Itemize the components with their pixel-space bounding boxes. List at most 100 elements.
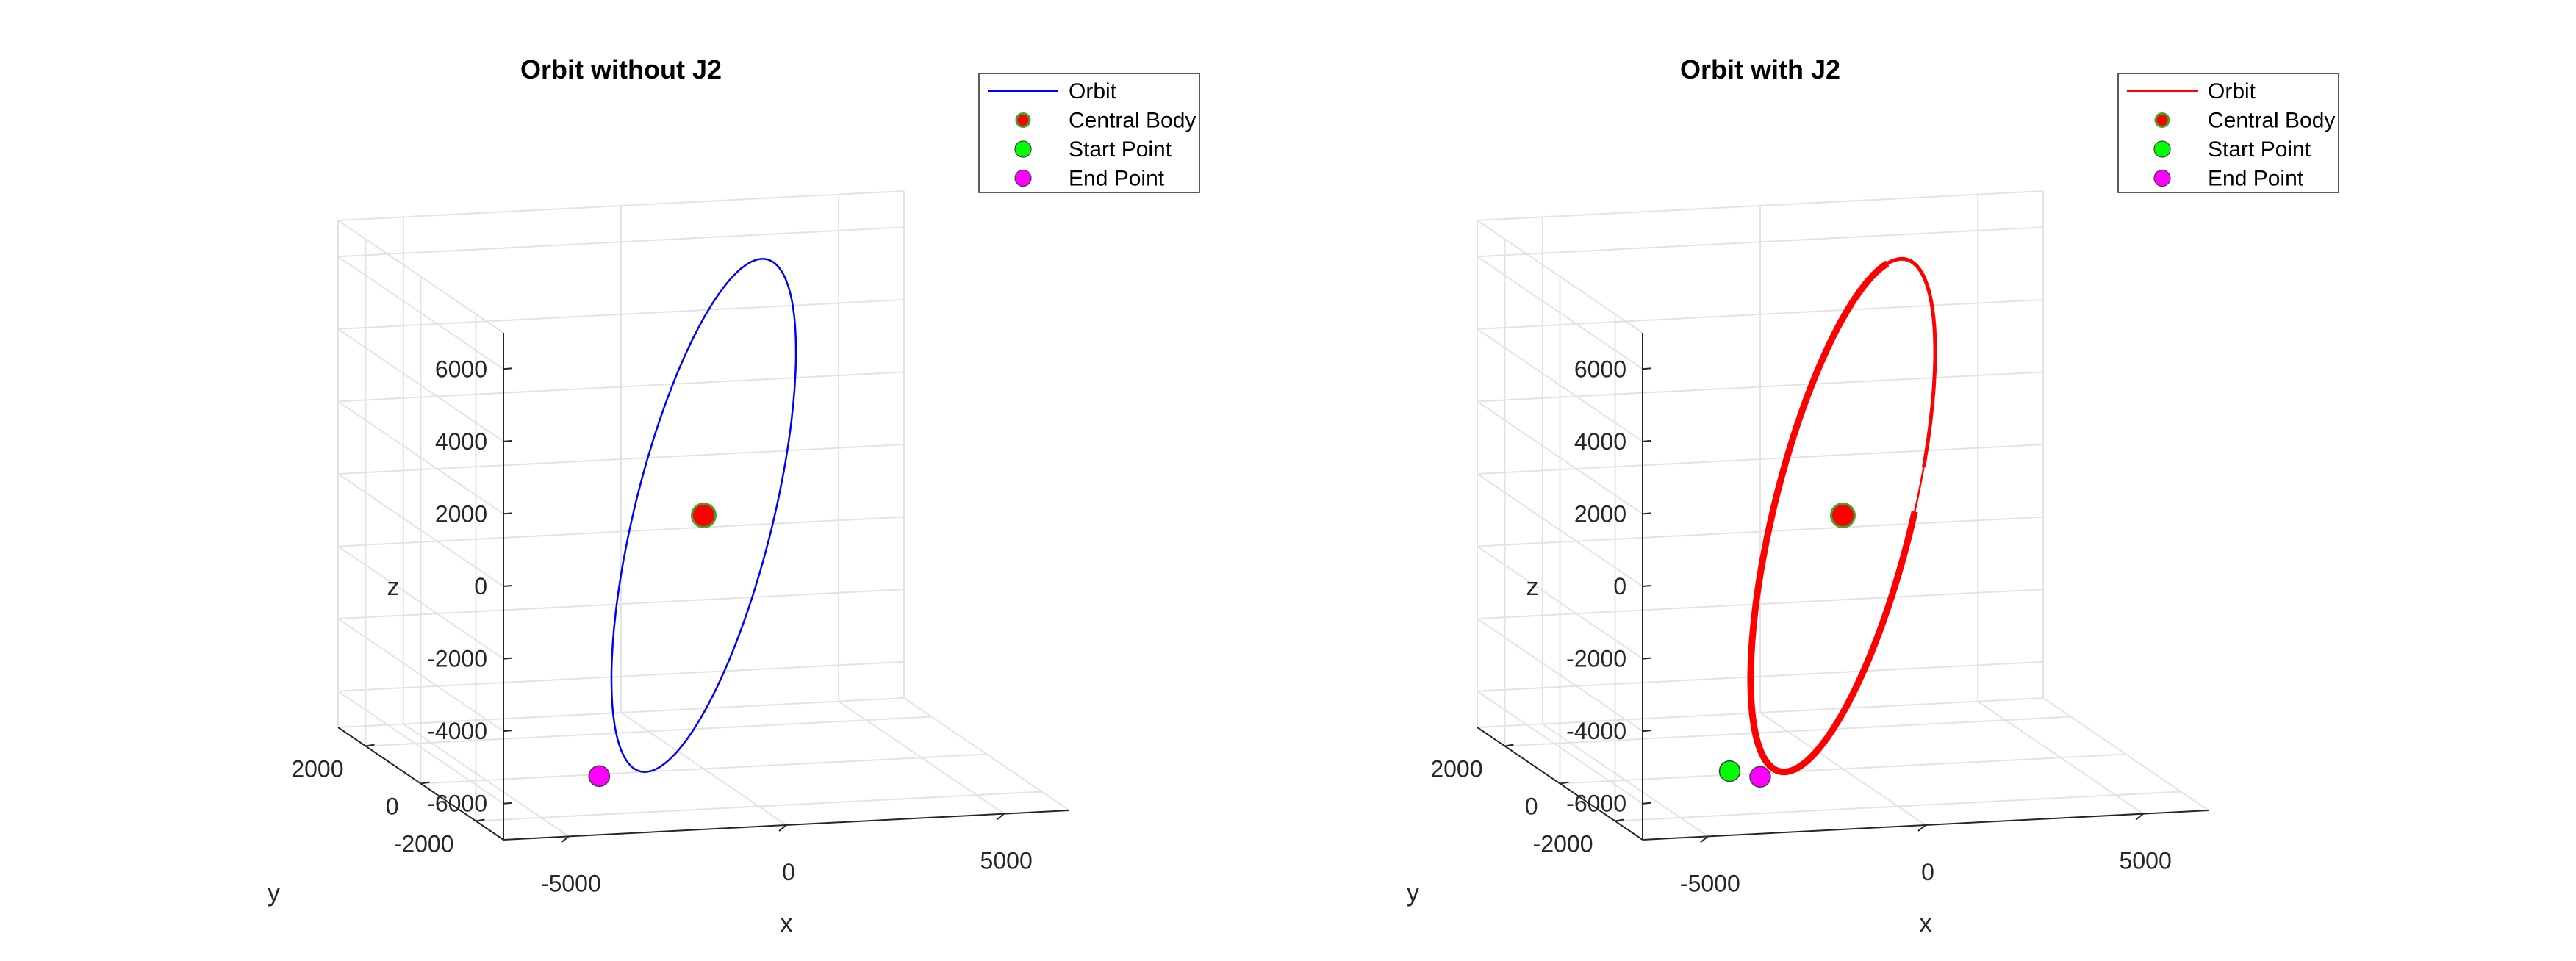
grid-line: [337, 371, 905, 403]
z-tick-label: 4000: [435, 428, 487, 455]
x-tick-mark: [996, 813, 1005, 821]
y-tick-mark: [1615, 818, 1624, 822]
start-point-marker: [1718, 760, 1741, 782]
grid-line: [1477, 618, 1643, 732]
grid-line: [337, 400, 504, 515]
legend-marker-swatch: [1015, 112, 1031, 128]
central-body-marker: [1830, 503, 1856, 528]
legend-entry-end-point: End Point: [2153, 167, 2304, 191]
z-tick-label: 0: [474, 573, 487, 600]
legend: Orbit Central Body Start Point End Point: [2117, 73, 2339, 193]
grid-line: [337, 328, 504, 442]
y-tick-label: 2000: [1430, 756, 1482, 782]
y-tick-label: 2000: [291, 756, 343, 782]
x-tick-label: 0: [782, 859, 795, 885]
y-tick-mark: [365, 744, 375, 747]
legend: Orbit Central Body Start Point End Point: [978, 73, 1200, 193]
grid-edge: [2042, 697, 2209, 811]
y-tick-mark: [1560, 781, 1569, 785]
y-tick-mark: [420, 781, 430, 785]
grid-line: [1477, 371, 2044, 403]
legend-entry-central-body: Central Body: [2154, 109, 2335, 133]
x-axis-label: x: [781, 910, 793, 937]
x-ticks: -5000 0 5000: [541, 848, 1033, 897]
grid-edge: [337, 220, 504, 334]
grid-line: [337, 516, 905, 547]
legend-entry-start-point: Start Point: [2153, 137, 2311, 162]
z-ticks: -6000 -4000 -2000 0 2000 4000 6000: [1566, 356, 1626, 816]
legend-entry-central-body: Central Body: [1015, 109, 1196, 133]
grid-line: [337, 589, 905, 620]
x-axis-label: x: [1920, 910, 1932, 937]
grid-edge: [1477, 220, 1643, 334]
z-tick-mark: [1642, 802, 1652, 805]
grid-line: [337, 690, 504, 805]
z-tick-label: 6000: [1574, 356, 1626, 382]
legend-entry-end-point: End Point: [1014, 167, 1165, 191]
grid-edge: [903, 697, 1070, 811]
z-tick-mark: [1642, 367, 1652, 370]
x-tick-label: 5000: [2120, 848, 2172, 874]
grid-lines: [1477, 190, 2209, 838]
z-tick-label: 4000: [1574, 428, 1626, 455]
grid-line: [1477, 545, 1643, 660]
z-tick-label: -4000: [427, 718, 487, 744]
end-point-marker: [588, 765, 611, 788]
z-tick-mark: [1642, 730, 1652, 733]
grid-line: [337, 545, 504, 660]
z-tick-mark: [503, 657, 513, 660]
legend-label: Central Body: [2208, 109, 2335, 133]
z-tick-label: 2000: [1574, 500, 1626, 527]
grid-edge: [1477, 190, 2044, 221]
y-tick-label: 0: [1525, 793, 1538, 820]
grid-line: [1477, 328, 1643, 442]
z-tick-label: 2000: [435, 500, 487, 527]
y-axis-label: y: [1407, 879, 1419, 907]
central-body-marker: [691, 503, 717, 528]
legend-label: Orbit: [1069, 79, 1117, 104]
axes-box: [1477, 333, 2209, 843]
chart-title: Orbit without J2: [520, 54, 722, 84]
z-tick-mark: [1642, 657, 1652, 660]
x-ticks: -5000 0 5000: [1680, 848, 2172, 897]
panel-orbit-with-j2: -5000 0 5000 -2000 0 2000 -6000 -4000 -2…: [1407, 54, 2339, 937]
z-tick-mark: [1642, 512, 1652, 515]
orbit-precession-band: [1886, 256, 1937, 468]
grid-line: [1560, 753, 2126, 785]
orbit-precession-band: [1747, 260, 1918, 776]
z-tick-mark: [503, 802, 513, 805]
y-ticks: -2000 0 2000: [1430, 756, 1593, 857]
legend-marker-swatch: [1014, 140, 1032, 158]
legend-label: Start Point: [2208, 137, 2311, 162]
grid-line: [337, 256, 504, 370]
z-tick-label: -4000: [1566, 718, 1626, 744]
x-tick-mark: [1917, 824, 1926, 832]
legend-marker-swatch: [1014, 169, 1032, 187]
grid-line: [1477, 516, 2044, 547]
grid-lines: [337, 190, 1070, 838]
grid-edge: [337, 190, 905, 221]
grid-line: [1477, 226, 2044, 258]
x-tick-mark: [1700, 835, 1709, 843]
legend-label: Start Point: [1069, 137, 1172, 162]
legend-label: End Point: [1069, 167, 1165, 191]
grid-line: [1477, 589, 2044, 620]
grid-line: [1477, 690, 1643, 805]
y-tick-label: -2000: [394, 831, 454, 857]
legend-label: Orbit: [2208, 79, 2256, 104]
z-tick-label: 0: [1613, 573, 1626, 600]
z-tick-label: -6000: [427, 791, 487, 817]
x-tick-label: 5000: [980, 848, 1033, 874]
z-tick-mark: [503, 367, 513, 370]
legend-box: [2117, 73, 2339, 193]
z-axis-label: z: [387, 573, 400, 601]
orbit-line: [610, 258, 797, 773]
grid-line: [476, 791, 1042, 822]
z-tick-mark: [503, 439, 513, 442]
grid-line: [337, 298, 905, 330]
z-ticks: -6000 -4000 -2000 0 2000 4000 6000: [427, 356, 487, 816]
axes-box: [337, 333, 1070, 843]
grid-line: [1615, 791, 2181, 822]
grid-line: [1477, 256, 1643, 370]
